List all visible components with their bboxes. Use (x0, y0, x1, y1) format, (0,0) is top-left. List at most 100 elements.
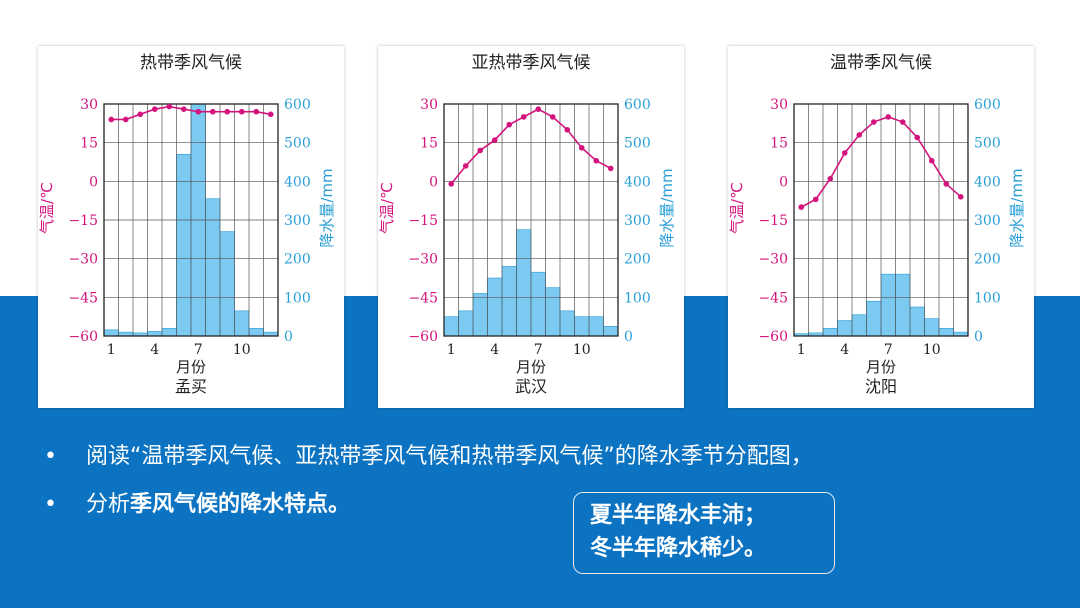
chart-card-mumbai: 热带季风气候 30 15 0 −15 −30 −45 −60 600 500 400 300 200 10… (38, 46, 344, 408)
temperature-point (607, 165, 614, 172)
precip-bar (895, 273, 911, 337)
precip-tick-label: 400 (624, 174, 651, 190)
month-tick-label: 1 (107, 342, 116, 358)
precip-tick-label: 500 (284, 136, 311, 152)
temperature-point (224, 108, 231, 115)
precip-tick-label: 100 (624, 290, 651, 306)
plot-frame (443, 103, 619, 337)
temperature-tick-label: −30 (408, 252, 438, 268)
x-axis-label: 月份 (516, 358, 546, 376)
x-axis-label: 月份 (866, 358, 896, 376)
precip-axis-label: 降水量/mm (1008, 168, 1026, 247)
temperature-tick-label: −15 (758, 213, 788, 229)
temperature-point (870, 119, 877, 125)
temperature-point (827, 175, 834, 182)
temperature-point (549, 114, 556, 120)
temperature-tick-label: 0 (779, 174, 788, 190)
precip-bar (530, 271, 546, 337)
temperature-point (209, 108, 216, 115)
temperature-tick-label: −15 (68, 213, 98, 229)
precip-tick-label: 200 (974, 252, 1001, 268)
precip-tick-label: 400 (974, 174, 1001, 190)
month-tick-label: 7 (194, 342, 203, 358)
month-tick-label: 4 (490, 342, 499, 358)
precip-bar (603, 326, 619, 337)
precip-bar (472, 293, 488, 337)
temperature-point (238, 108, 245, 115)
precip-tick-label: 600 (284, 97, 311, 113)
temperature-point (899, 119, 906, 125)
precip-bar (909, 306, 925, 337)
question-bullets: • 阅读“温带季风气候、亚热带季风气候和热带季风气候”的降水季节分配图， • 分析季… (44, 438, 813, 534)
temperature-point (943, 181, 950, 187)
month-tick-label: 1 (447, 342, 456, 358)
precip-bar (545, 287, 561, 337)
temperature-axis-label: 气温/℃ (38, 182, 56, 234)
precip-tick-label: 0 (624, 329, 633, 345)
precip-axis-label: 降水量/mm (658, 168, 676, 247)
chart-card-shenyang: 温带季风气候 30 15 0 −15 −30 −45 −60 600 500 400 300 200 10… (728, 46, 1034, 408)
month-tick-label: 7 (884, 342, 893, 358)
temperature-tick-label: −15 (408, 213, 438, 229)
temperature-point (564, 126, 571, 133)
precip-tick-label: 200 (624, 252, 651, 268)
temperature-point (180, 106, 187, 112)
temperature-point (108, 116, 115, 123)
bullet-item-1: • 阅读“温带季风气候、亚热带季风气候和热带季风气候”的降水季节分配图， (44, 438, 813, 486)
bullet-text-2-bold: 季风气候的降水特点。 (130, 492, 351, 517)
city-label: 沈阳 (865, 377, 897, 396)
chart-title: 亚热带季风气候 (472, 53, 591, 73)
temperature-tick-label: 30 (80, 97, 98, 113)
precip-tick-label: 600 (974, 97, 1001, 113)
temperature-point (253, 108, 260, 115)
precip-tick-label: 100 (974, 290, 1001, 306)
temperature-axis-label: 气温/℃ (378, 182, 396, 234)
temperature-tick-label: −45 (758, 290, 788, 306)
precip-tick-label: 100 (284, 290, 311, 306)
chart-title: 热带季风气候 (140, 53, 242, 73)
month-tick-label: 4 (150, 342, 159, 358)
temperature-point (914, 134, 921, 141)
precip-bar (516, 229, 532, 337)
city-label: 孟买 (175, 377, 207, 396)
precip-tick-label: 500 (974, 136, 1001, 152)
temperature-point (535, 106, 542, 112)
temperature-tick-label: 0 (429, 174, 438, 190)
temperature-tick-label: −60 (68, 329, 98, 345)
temperature-tick-label: 15 (420, 136, 438, 152)
temperature-tick-label: 30 (420, 97, 438, 113)
climate-chart-svg: 热带季风气候30150−15−30−45−6060050040030020010… (38, 53, 336, 396)
precip-tick-label: 600 (624, 97, 651, 113)
temperature-point (928, 157, 935, 164)
precip-bar (559, 310, 575, 337)
temperature-point (593, 157, 600, 164)
precip-bar (234, 310, 250, 337)
precip-bar (822, 327, 838, 337)
plot-frame (793, 103, 969, 337)
precip-bar (501, 266, 517, 337)
temperature-point (578, 145, 585, 151)
temperature-tick-label: 0 (89, 174, 98, 190)
temperature-point (491, 137, 498, 143)
temperature-point (798, 204, 805, 210)
precip-bar (205, 198, 221, 337)
month-tick-label: 10 (233, 342, 251, 358)
precip-bar (574, 316, 590, 337)
climate-chart-svg: 温带季风气候30150−15−30−45−6060050040030020010… (728, 53, 1026, 396)
x-axis-label: 月份 (176, 358, 206, 376)
precip-bar (851, 314, 867, 337)
bullet-dot-icon: • (44, 444, 57, 469)
temperature-tick-label: −60 (408, 329, 438, 345)
precip-tick-label: 300 (284, 213, 311, 229)
temperature-point (841, 150, 848, 156)
temperature-tick-label: −60 (758, 329, 788, 345)
chart-title: 温带季风气候 (830, 53, 932, 73)
temperature-tick-label: 15 (770, 136, 788, 152)
temperature-point (195, 108, 202, 115)
temperature-point (267, 111, 274, 118)
precip-bar (219, 231, 235, 337)
temperature-point (137, 111, 144, 118)
precip-bar (938, 327, 954, 337)
chart-card-wuhan: 亚热带季风气候 30 15 0 −15 −30 −45 −60 600 500 400 300 200 1… (378, 46, 684, 408)
precip-bar (924, 318, 940, 337)
